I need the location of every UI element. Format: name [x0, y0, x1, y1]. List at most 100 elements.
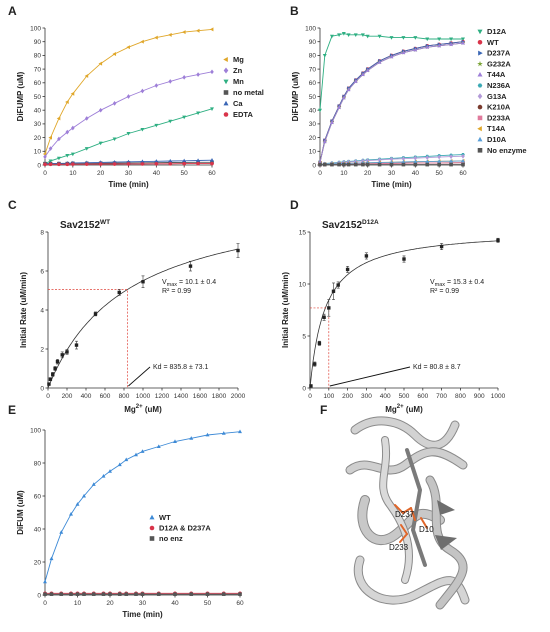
data-point — [112, 137, 117, 142]
data-point — [126, 159, 131, 164]
x-tick-label: 1200 — [155, 393, 170, 400]
data-point — [360, 72, 365, 77]
data-point — [377, 34, 382, 39]
x-tick-label: 600 — [417, 393, 428, 400]
data-point — [59, 592, 64, 596]
data-point — [318, 108, 322, 113]
data-point — [124, 457, 129, 462]
data-point — [210, 161, 214, 166]
y-tick-label: 8 — [40, 229, 44, 236]
data-point — [327, 306, 331, 310]
legend-label: EDTA — [233, 110, 253, 119]
data-point — [221, 431, 226, 435]
data-point — [210, 69, 214, 75]
data-point — [74, 343, 79, 347]
x-axis-label: Mg2+ (uM) — [124, 404, 162, 414]
x-tick-label: 60 — [459, 170, 467, 177]
legend-label: WT — [487, 38, 499, 47]
x-tick-label: 1800 — [212, 393, 227, 400]
data-point — [188, 264, 193, 268]
y-tick-label: 0 — [312, 162, 316, 169]
x-tick-label: 50 — [181, 170, 189, 177]
data-point — [342, 162, 346, 167]
data-point — [126, 132, 131, 136]
data-point — [318, 162, 322, 167]
data-point — [43, 579, 47, 584]
data-point — [365, 34, 370, 39]
data-point — [84, 116, 89, 121]
x-tick-label: 50 — [204, 600, 212, 607]
legend-label: K210A — [487, 103, 511, 112]
series-wt — [318, 39, 465, 165]
data-point — [59, 530, 64, 534]
data-point — [47, 382, 51, 386]
y-axis-label: DiFUM (uM) — [16, 490, 25, 535]
y-tick-label: 30 — [309, 121, 317, 128]
x-tick-label: 1600 — [193, 393, 208, 400]
data-point — [48, 159, 53, 164]
x-tick-label: 400 — [81, 393, 92, 400]
data-point — [205, 432, 210, 437]
data-point — [117, 592, 122, 596]
data-point — [437, 37, 442, 42]
legend-marker — [149, 525, 155, 531]
legend-marker — [223, 90, 229, 95]
data-point — [82, 592, 86, 596]
panel-label-f: F — [320, 403, 328, 417]
x-tick-label: 600 — [100, 393, 111, 400]
chart-e-difum: 0 10 20 30 40 50 60 0 20 40 60 80 100 Time (min) DiFUM… — [16, 427, 244, 619]
legend-marker — [478, 50, 483, 56]
residue-label-d10: D10 — [419, 525, 434, 534]
y-tick-label: 40 — [34, 526, 42, 533]
y-tick-label: 70 — [309, 66, 317, 73]
data-point — [108, 469, 112, 473]
y-tick-label: 100 — [305, 25, 316, 32]
data-point — [461, 37, 465, 42]
x-tick-label: 0 — [46, 393, 50, 400]
data-point — [48, 146, 53, 151]
data-point — [82, 493, 86, 498]
data-point — [329, 120, 334, 124]
chart-d-d12a-kinetics: 0 100 200 300 400 500 600 700 800 900 1000 0 5 10 15 Mg… — [281, 219, 506, 414]
panel-label-c: C — [8, 198, 17, 212]
y-tick-label: 90 — [34, 39, 42, 46]
data-point — [101, 474, 106, 478]
data-point — [49, 556, 54, 561]
data-point — [389, 54, 394, 59]
y-tick-label: 70 — [34, 66, 42, 73]
data-point — [91, 482, 96, 486]
data-point — [461, 160, 465, 165]
data-point — [154, 35, 158, 40]
legend-marker — [477, 115, 483, 121]
x-tick-label: 10 — [69, 170, 77, 177]
x-tick-label: 10 — [340, 170, 348, 177]
data-point — [168, 158, 173, 163]
data-point — [70, 152, 75, 157]
legend-marker — [223, 56, 228, 63]
data-point — [112, 101, 117, 106]
data-point — [210, 158, 214, 162]
data-point — [101, 592, 106, 596]
legend-label: No enzyme — [487, 146, 527, 155]
legend-label: Mg — [233, 55, 244, 64]
data-point — [329, 34, 334, 39]
data-point — [69, 511, 73, 516]
data-point — [140, 39, 144, 44]
data-point — [425, 45, 430, 49]
data-point — [154, 123, 159, 128]
data-point — [389, 36, 394, 40]
legend-label: D233A — [487, 113, 511, 122]
data-point — [196, 111, 201, 116]
series-mg — [42, 27, 214, 157]
data-point — [140, 88, 145, 94]
data-point — [353, 33, 358, 38]
data-point — [360, 33, 365, 38]
protein-structure-image: D237 D10 D233 — [345, 416, 470, 610]
legend-label: D237A — [487, 49, 511, 58]
data-point — [196, 158, 201, 162]
data-point — [182, 74, 186, 80]
data-point — [112, 162, 117, 166]
y-tick-label: 20 — [34, 135, 42, 142]
x-tick-label: 700 — [436, 393, 447, 400]
chart-title: Sav2152D12A — [322, 219, 379, 231]
